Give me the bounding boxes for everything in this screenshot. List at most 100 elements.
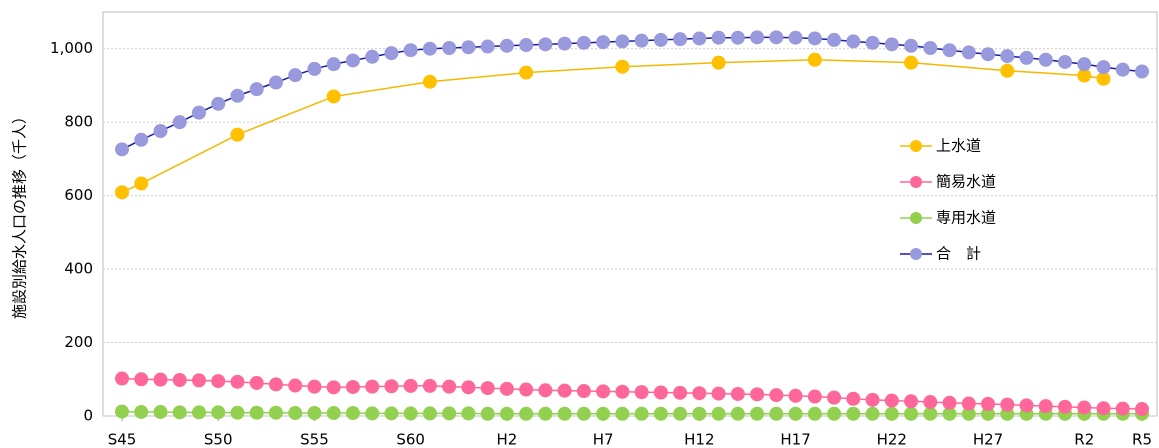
point <box>134 404 149 419</box>
point <box>576 384 591 399</box>
legend-marker <box>910 140 922 152</box>
point <box>653 385 668 400</box>
point <box>480 406 495 421</box>
point <box>153 372 168 387</box>
point <box>153 404 168 419</box>
point <box>307 61 322 76</box>
point <box>403 43 418 58</box>
point <box>422 406 437 421</box>
x-tick-label: R5 <box>1132 431 1152 448</box>
point <box>750 406 765 421</box>
point <box>384 406 399 421</box>
point <box>750 30 765 45</box>
point <box>442 406 457 421</box>
point <box>711 386 726 401</box>
point <box>1058 54 1073 69</box>
legend-label: 専用水道 <box>936 209 996 227</box>
point <box>326 57 341 72</box>
point <box>615 384 630 399</box>
y-tick-label: 200 <box>64 333 93 351</box>
point <box>519 406 534 421</box>
point <box>750 387 765 402</box>
point <box>1077 68 1092 83</box>
point <box>673 385 688 400</box>
point <box>788 388 803 403</box>
point <box>923 406 938 421</box>
legend-label: 上水道 <box>936 137 981 155</box>
point <box>769 388 784 403</box>
point <box>230 127 245 142</box>
point <box>807 52 822 67</box>
point <box>326 406 341 421</box>
point <box>365 406 380 421</box>
point <box>1135 402 1149 417</box>
point <box>615 59 630 74</box>
point <box>211 96 226 111</box>
point <box>653 32 668 47</box>
point <box>1019 50 1034 65</box>
point <box>730 406 745 421</box>
point <box>711 55 726 70</box>
x-tick-label: S55 <box>300 431 329 448</box>
point <box>403 378 418 393</box>
point <box>942 406 957 421</box>
point <box>961 45 976 60</box>
point <box>576 406 591 421</box>
point <box>191 405 206 420</box>
point <box>538 406 553 421</box>
point <box>634 33 649 48</box>
point <box>846 34 861 49</box>
point <box>345 53 360 68</box>
point <box>865 392 880 407</box>
point <box>1000 397 1015 412</box>
point <box>673 406 688 421</box>
point <box>268 377 283 392</box>
point <box>942 43 957 58</box>
point <box>1000 49 1015 64</box>
point <box>519 65 534 80</box>
point <box>653 406 668 421</box>
point <box>249 405 264 420</box>
point <box>538 37 553 52</box>
legend-label: 合 計 <box>936 245 981 263</box>
point <box>846 391 861 406</box>
x-tick-label: H17 <box>780 431 810 448</box>
point <box>576 35 591 50</box>
point <box>884 406 899 421</box>
point <box>942 395 957 410</box>
y-axis-label: 施設別給水人口の推移（千人） <box>11 109 29 319</box>
point <box>1038 52 1053 67</box>
point <box>172 115 187 130</box>
point <box>865 406 880 421</box>
point <box>807 389 822 404</box>
point <box>115 185 129 200</box>
point <box>961 406 976 421</box>
point <box>191 105 206 120</box>
point <box>981 406 996 421</box>
point <box>115 371 129 386</box>
point <box>172 405 187 420</box>
point <box>211 374 226 389</box>
point <box>307 379 322 394</box>
x-tick-label: S50 <box>204 431 233 448</box>
y-tick-label: 400 <box>64 260 93 278</box>
point <box>384 46 399 61</box>
point <box>827 390 842 405</box>
point <box>769 406 784 421</box>
point <box>230 88 245 103</box>
point <box>249 375 264 390</box>
point <box>1135 64 1149 79</box>
point <box>365 49 380 64</box>
point <box>692 406 707 421</box>
point <box>461 406 476 421</box>
point <box>403 406 418 421</box>
point <box>365 379 380 394</box>
point <box>1096 401 1111 416</box>
point <box>442 40 457 55</box>
y-tick-label: 800 <box>64 113 93 131</box>
point <box>384 379 399 394</box>
legend-marker <box>910 248 922 260</box>
point <box>499 381 514 396</box>
point <box>1058 399 1073 414</box>
